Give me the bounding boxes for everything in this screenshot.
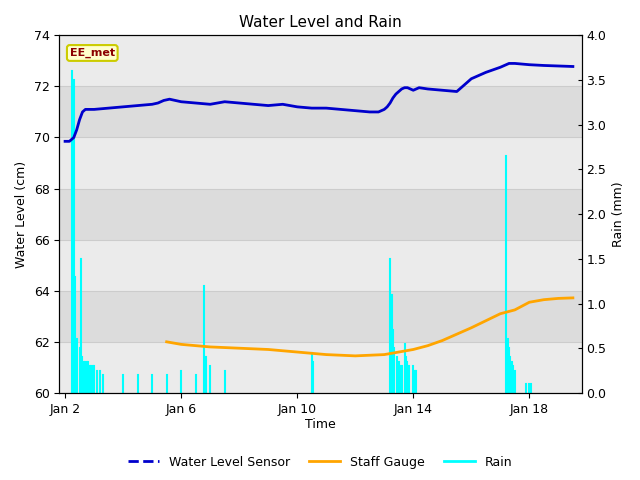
Bar — [60, 36, 582, 86]
Legend: Water Level Sensor, Staff Gauge, Rain: Water Level Sensor, Staff Gauge, Rain — [123, 451, 517, 474]
Bar — [60, 137, 582, 189]
Text: EE_met: EE_met — [70, 48, 115, 58]
Bar — [60, 189, 582, 240]
Y-axis label: Water Level (cm): Water Level (cm) — [15, 160, 28, 268]
Bar — [60, 86, 582, 137]
Title: Water Level and Rain: Water Level and Rain — [239, 15, 402, 30]
Bar — [60, 240, 582, 291]
Bar — [60, 342, 582, 393]
Bar — [60, 291, 582, 342]
Y-axis label: Rain (mm): Rain (mm) — [612, 181, 625, 247]
X-axis label: Time: Time — [305, 419, 336, 432]
